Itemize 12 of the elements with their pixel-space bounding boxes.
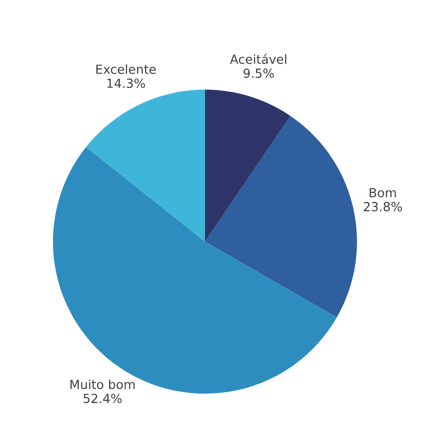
data-label: 52.4% (84, 394, 122, 404)
pie-slice (53, 146, 337, 394)
slice-label: Bom (370, 188, 396, 198)
pie-slice (205, 90, 290, 242)
slice-label: Muito bom (70, 379, 135, 390)
data-label: 14.3% (107, 78, 145, 88)
data-label: 23.8% (364, 202, 402, 212)
slice-label: Excelente (96, 64, 156, 74)
slice-label: Aceitável (230, 54, 286, 64)
pie-slice (205, 116, 357, 318)
pie-slice (86, 90, 205, 242)
data-label: 9.5% (244, 68, 274, 78)
